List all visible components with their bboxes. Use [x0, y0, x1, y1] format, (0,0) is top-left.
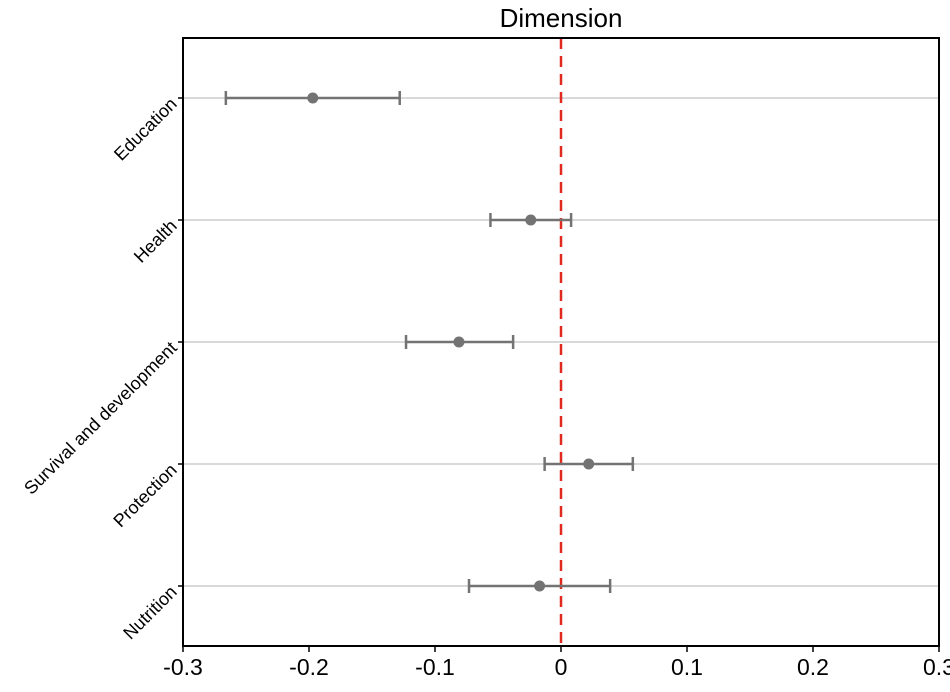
x-tick-label: 0.2	[797, 654, 829, 680]
marks-layer	[224, 91, 635, 593]
point-estimate	[583, 458, 595, 470]
y-tick-label: Education	[110, 94, 181, 165]
x-tick-label: 0.1	[671, 654, 703, 680]
chart-title: Dimension	[500, 3, 623, 33]
y-tick-label: Protection	[109, 460, 180, 531]
x-tick-label: 0	[555, 654, 568, 680]
x-tick-label: -0.3	[163, 654, 203, 680]
x-tick-label: -0.2	[289, 654, 329, 680]
point-estimate	[534, 580, 546, 592]
point-estimate	[307, 92, 319, 104]
x-axis: -0.3 -0.2 -0.1 0 0.1 0.2 0.3	[163, 646, 950, 680]
y-tick-label: Nutrition	[119, 582, 181, 644]
y-tick-label: Health	[130, 216, 181, 267]
x-tick-label: -0.1	[415, 654, 455, 680]
point-estimate	[525, 214, 537, 226]
x-tick-label: 0.3	[923, 654, 950, 680]
point-estimate	[453, 336, 465, 348]
